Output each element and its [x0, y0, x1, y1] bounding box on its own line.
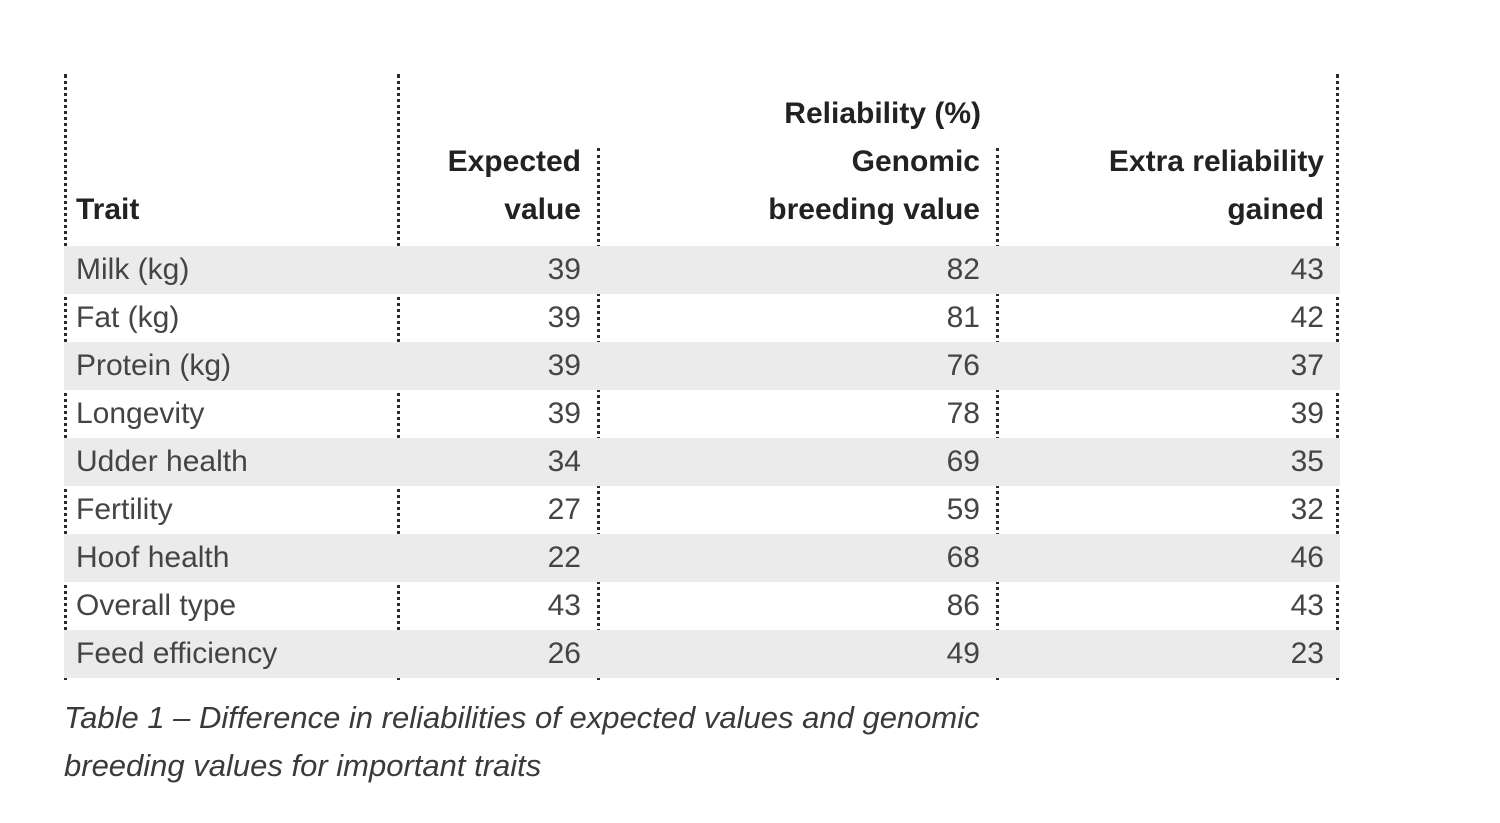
- cell-genomic: 78: [946, 397, 980, 430]
- caption-line-1: Table 1 – Difference in reliabilities of…: [64, 700, 980, 735]
- table-row: Protein (kg) 39 76 37: [64, 342, 1340, 390]
- cell-trait: Overall type: [76, 589, 237, 622]
- table-row: Udder health 34 69 35: [64, 438, 1340, 486]
- header-extra-line2: gained: [1227, 193, 1324, 226]
- cell-trait: Hoof health: [76, 541, 230, 574]
- cell-trait: Feed efficiency: [76, 637, 278, 670]
- header-expected-line2: value: [504, 193, 581, 226]
- column-divider-genomic: [996, 148, 999, 680]
- cell-trait: Milk (kg): [76, 253, 190, 286]
- cell-expected: 39: [547, 253, 581, 286]
- header-extra-line1: Extra reliability: [1108, 145, 1324, 178]
- table-row: Hoof health 22 68 46: [64, 534, 1340, 582]
- cell-extra: 43: [1290, 589, 1324, 622]
- cell-trait: Longevity: [76, 397, 205, 430]
- cell-extra: 37: [1290, 349, 1324, 382]
- column-divider-expected: [597, 148, 600, 680]
- cell-expected: 39: [547, 349, 581, 382]
- cell-expected: 26: [547, 637, 581, 670]
- cell-trait: Udder health: [76, 445, 248, 478]
- cell-extra: 39: [1290, 397, 1324, 430]
- cell-trait: Fertility: [76, 493, 173, 526]
- cell-expected: 27: [547, 493, 581, 526]
- cell-genomic: 49: [946, 637, 980, 670]
- cell-genomic: 81: [946, 301, 980, 334]
- header-genomic-line1: Genomic: [851, 145, 980, 178]
- cell-expected: 39: [547, 397, 581, 430]
- table-row: Fertility 27 59 32: [64, 486, 1340, 534]
- header-expected-line1: Expected: [447, 145, 581, 178]
- cell-expected: 39: [547, 301, 581, 334]
- cell-genomic: 76: [946, 349, 980, 382]
- cell-expected: 43: [547, 589, 581, 622]
- cell-genomic: 59: [946, 493, 980, 526]
- cell-trait: Protein (kg): [76, 349, 232, 382]
- table-body: Milk (kg) 39 82 43 Fat (kg) 39 81 42 Pro…: [64, 246, 1340, 678]
- reliability-table: Reliability (%) Trait Expected value Gen…: [64, 74, 1340, 680]
- table-row: Feed efficiency 26 49 23: [64, 630, 1340, 678]
- table-header: Reliability (%) Trait Expected value Gen…: [64, 74, 1340, 246]
- cell-extra: 46: [1290, 541, 1324, 574]
- cell-extra: 32: [1290, 493, 1324, 526]
- cell-trait: Fat (kg): [76, 301, 180, 334]
- table-row: Overall type 43 86 43: [64, 582, 1340, 630]
- group-header-reliability: Reliability (%): [784, 97, 981, 130]
- table-caption: Table 1 – Difference in reliabilities of…: [64, 694, 1264, 790]
- caption-line-2: breeding values for important traits: [64, 748, 542, 783]
- table-row: Fat (kg) 39 81 42: [64, 294, 1340, 342]
- cell-expected: 22: [547, 541, 581, 574]
- cell-genomic: 68: [946, 541, 980, 574]
- cell-extra: 43: [1290, 253, 1324, 286]
- cell-expected: 34: [547, 445, 581, 478]
- cell-genomic: 82: [946, 253, 980, 286]
- cell-genomic: 86: [946, 589, 980, 622]
- table-row: Longevity 39 78 39: [64, 390, 1340, 438]
- header-genomic-line2: breeding value: [768, 193, 980, 226]
- cell-genomic: 69: [946, 445, 980, 478]
- header-trait: Trait: [76, 193, 140, 226]
- cell-extra: 35: [1290, 445, 1324, 478]
- table-row: Milk (kg) 39 82 43: [64, 246, 1340, 294]
- cell-extra: 23: [1290, 637, 1324, 670]
- cell-extra: 42: [1290, 301, 1324, 334]
